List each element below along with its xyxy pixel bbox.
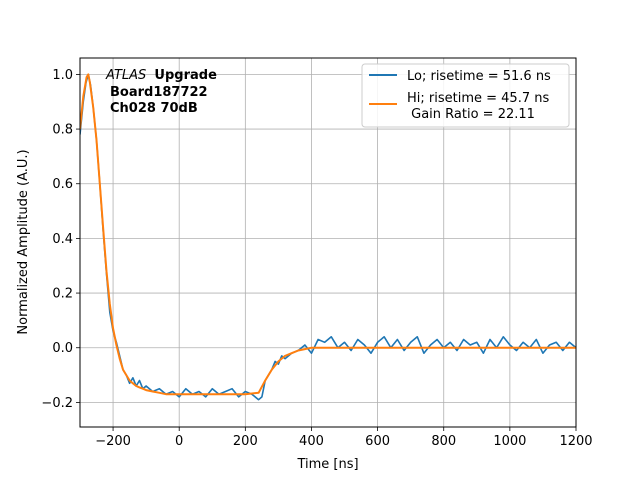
x-tick-label: 1200	[559, 434, 592, 449]
y-tick-label: −0.2	[41, 396, 73, 411]
x-tick-label: 400	[299, 434, 324, 449]
x-tick-label: −200	[95, 434, 131, 449]
plot-frame	[79, 57, 577, 428]
legend-label-lo: Lo; risetime = 51.6 ns	[407, 69, 551, 84]
series-layer	[80, 73, 576, 401]
y-axis: −0.2 0.0 0.2 0.4 0.6 0.8 1.0	[41, 68, 80, 411]
legend-label-line: Gain Ratio = 22.11	[407, 107, 535, 122]
x-tick-label: 800	[431, 434, 456, 449]
x-tick-label: 1000	[493, 434, 526, 449]
y-tick-label: 0.8	[52, 123, 73, 138]
svg-text:ATLAS Upgrade: ATLAS Upgrade	[105, 68, 217, 83]
x-axis: −200 0 200 400 600 800 1000 1200	[95, 427, 593, 449]
annotation-italic: ATLAS	[105, 68, 146, 83]
annotation-bold: Upgrade	[154, 68, 217, 83]
legend: Lo; risetime = 51.6 ns Hi; risetime = 45…	[361, 63, 570, 128]
y-tick-label: 0.6	[52, 177, 73, 192]
legend-label-hi: Hi; risetime = 45.7 ns Gain Ratio = 22.1…	[407, 91, 549, 122]
y-tick-label: 0.4	[52, 232, 73, 247]
x-tick-label: 600	[365, 434, 390, 449]
legend-label-line: Lo; risetime = 51.6 ns	[407, 69, 551, 84]
legend-label-line: Hi; risetime = 45.7 ns	[407, 91, 549, 106]
y-tick-label: 0.2	[52, 287, 73, 302]
x-axis-label: Time [ns]	[296, 457, 358, 472]
y-axis-label: Normalized Amplitude (A.U.)	[16, 149, 31, 334]
annotation-channel: Ch028 70dB	[110, 101, 198, 116]
atlas-annotation: ATLAS Upgrade Board187722 Ch028 70dB	[105, 68, 217, 116]
x-tick-label: 200	[233, 434, 258, 449]
x-tick-label: 0	[175, 434, 183, 449]
y-tick-label: 1.0	[52, 68, 73, 83]
annotation-board: Board187722	[110, 85, 208, 100]
series-line-hi	[80, 73, 576, 396]
legend-frame	[361, 63, 570, 128]
y-tick-label: 0.0	[52, 341, 73, 356]
